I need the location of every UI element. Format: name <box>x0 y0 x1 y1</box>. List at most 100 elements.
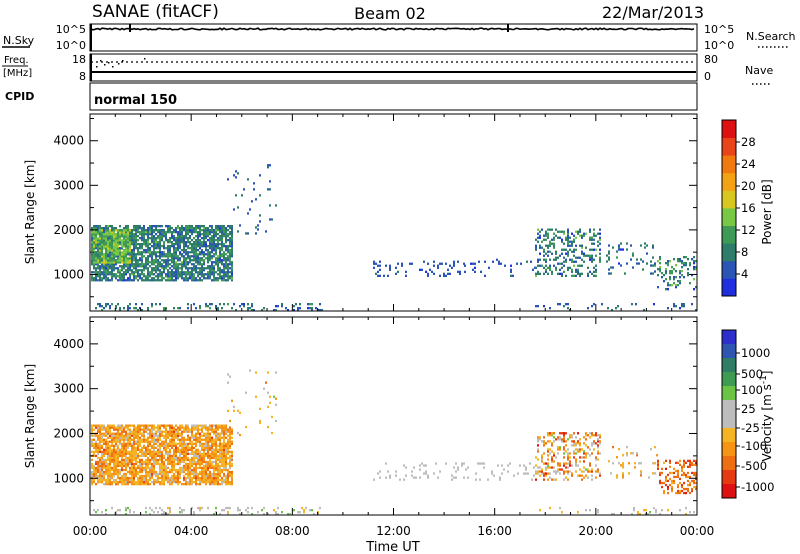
data-cell <box>589 230 591 233</box>
data-cell <box>115 481 117 484</box>
data-cell <box>157 430 159 433</box>
data-cell <box>555 478 557 481</box>
data-cell <box>569 464 571 467</box>
data-cell <box>585 474 587 477</box>
data-cell <box>225 483 227 486</box>
data-cell <box>115 432 117 435</box>
data-cell <box>203 456 205 460</box>
data-cell <box>612 246 614 249</box>
data-cell <box>143 279 145 282</box>
data-cell <box>199 466 201 470</box>
data-cell <box>197 257 199 260</box>
data-cell <box>133 442 135 445</box>
data-cell <box>129 458 131 462</box>
data-cell <box>161 483 163 486</box>
data-cell <box>187 424 189 427</box>
data-cell <box>129 269 131 272</box>
data-cell <box>665 270 667 273</box>
data-cell <box>217 227 219 230</box>
data-cell <box>177 227 179 230</box>
data-cell <box>191 450 193 453</box>
data-cell <box>687 479 689 483</box>
data-cell <box>221 481 223 484</box>
data-cell <box>561 438 563 441</box>
data-cell <box>137 446 139 449</box>
data-cell <box>227 481 229 484</box>
data-cell <box>105 277 107 280</box>
data-cell <box>155 426 157 429</box>
data-cell <box>571 250 573 253</box>
data-cell <box>103 259 105 262</box>
data-cell <box>113 233 115 236</box>
data-cell <box>99 464 101 468</box>
data-cell <box>457 270 459 273</box>
data-cell <box>133 229 135 232</box>
data-cell <box>413 476 415 479</box>
data-cell <box>139 448 141 451</box>
data-cell <box>123 227 125 230</box>
data-cell <box>93 424 95 427</box>
data-cell <box>229 251 231 254</box>
data-cell <box>253 188 255 191</box>
data-cell <box>121 454 123 457</box>
data-cell <box>597 452 599 455</box>
data-cell <box>161 255 163 258</box>
data-cell <box>129 273 131 276</box>
data-cell <box>173 466 175 470</box>
data-cell <box>165 261 167 264</box>
data-cell <box>197 462 199 466</box>
data-cell <box>141 438 143 441</box>
data-cell <box>133 466 135 470</box>
data-cell <box>113 426 115 429</box>
colorbar-swatch <box>722 260 736 279</box>
data-cell <box>151 303 153 306</box>
data-cell <box>225 426 227 429</box>
data-cell <box>547 432 549 435</box>
data-cell <box>191 468 193 472</box>
data-cell <box>177 434 179 437</box>
data-cell <box>219 259 221 262</box>
data-cell <box>95 483 97 486</box>
data-cell <box>119 271 121 274</box>
data-cell <box>579 474 581 477</box>
data-cell <box>567 236 569 239</box>
data-cell <box>93 255 95 258</box>
data-cell <box>111 279 113 282</box>
data-cell <box>547 434 549 437</box>
data-cell <box>157 472 159 476</box>
data-cell <box>265 381 267 384</box>
data-cell <box>171 468 173 472</box>
data-cell <box>618 246 620 249</box>
data-cell <box>507 464 509 467</box>
data-cell <box>491 472 493 475</box>
data-cell <box>117 434 119 437</box>
data-cell <box>163 460 165 464</box>
data-cell <box>149 450 151 453</box>
data-cell <box>159 470 161 474</box>
data-cell <box>177 269 179 272</box>
data-cell <box>193 468 195 472</box>
data-cell <box>183 464 185 468</box>
data-cell <box>175 231 177 234</box>
data-cell <box>205 231 207 234</box>
data-cell <box>189 462 191 466</box>
data-cell <box>151 269 153 272</box>
data-cell <box>143 255 145 258</box>
data-cell <box>227 178 229 181</box>
data-cell <box>111 277 113 280</box>
data-cell <box>111 225 113 228</box>
data-cell <box>103 424 105 427</box>
data-cell <box>261 309 263 312</box>
data-cell <box>583 456 585 459</box>
data-cell <box>107 472 109 476</box>
data-cell <box>165 275 167 278</box>
data-cell <box>201 438 203 441</box>
data-cell <box>197 239 199 242</box>
data-cell <box>221 483 223 486</box>
data-cell <box>195 426 197 429</box>
data-cell <box>467 466 469 469</box>
data-cell <box>311 303 313 306</box>
data-cell <box>161 263 163 266</box>
data-cell <box>620 248 622 251</box>
